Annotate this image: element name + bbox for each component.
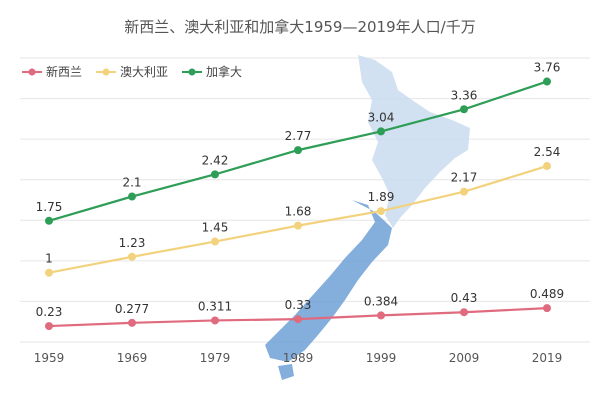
data-point bbox=[211, 170, 219, 179]
data-point bbox=[128, 252, 136, 261]
data-point bbox=[460, 187, 468, 196]
legend: 新西兰 澳大利亚 加拿大 bbox=[22, 64, 242, 79]
data-label: 1.23 bbox=[119, 236, 146, 250]
legend-label: 澳大利亚 bbox=[120, 65, 168, 79]
data-point bbox=[294, 315, 302, 324]
data-label: 0.43 bbox=[451, 291, 478, 305]
x-tick-label: 2019 bbox=[532, 351, 563, 365]
data-point bbox=[543, 77, 551, 86]
data-label: 0.489 bbox=[530, 287, 564, 301]
data-point bbox=[294, 221, 302, 230]
data-label: 2.1 bbox=[122, 176, 141, 190]
series: 1 1.23 1.45 1.68 1.89 2.17 2.54 bbox=[45, 145, 560, 277]
legend-item: 澳大利亚 bbox=[96, 65, 168, 79]
x-tick-label: 1969 bbox=[117, 351, 148, 365]
data-point bbox=[460, 308, 468, 317]
series-layer: 0.23 0.277 0.311 0.33 0.384 0.43 0.489 1 1.23 1.4… bbox=[36, 61, 564, 331]
data-label: 0.277 bbox=[115, 302, 149, 316]
data-label: 1.75 bbox=[36, 200, 63, 214]
south-island-shape bbox=[265, 200, 392, 362]
stewart-island-shape bbox=[278, 364, 294, 380]
x-tick-label: 1959 bbox=[34, 351, 65, 365]
data-point bbox=[128, 318, 136, 327]
x-tick-label: 1989 bbox=[283, 351, 314, 365]
data-label: 0.33 bbox=[285, 298, 312, 312]
data-label: 0.311 bbox=[198, 299, 232, 313]
data-label: 3.04 bbox=[368, 110, 395, 124]
x-tick-label: 1999 bbox=[366, 351, 397, 365]
legend-label: 加拿大 bbox=[206, 64, 242, 79]
data-point bbox=[377, 311, 385, 320]
legend-marker bbox=[102, 68, 110, 76]
data-label: 1.68 bbox=[285, 205, 312, 219]
data-label: 3.36 bbox=[451, 88, 478, 102]
data-point bbox=[377, 127, 385, 136]
x-axis-ticks: 1959 1969 1979 1989 1999 2009 2019 bbox=[34, 351, 563, 365]
data-label: 2.54 bbox=[534, 145, 561, 159]
data-point bbox=[211, 316, 219, 325]
legend-item: 加拿大 bbox=[182, 64, 242, 79]
data-point bbox=[45, 268, 53, 277]
data-point bbox=[45, 216, 53, 225]
data-label: 0.23 bbox=[36, 305, 63, 319]
data-label: 2.42 bbox=[202, 153, 229, 167]
data-point bbox=[45, 322, 53, 331]
data-label: 3.76 bbox=[534, 61, 561, 75]
legend-marker bbox=[188, 68, 196, 76]
data-point bbox=[377, 207, 385, 216]
x-tick-label: 2009 bbox=[449, 351, 480, 365]
series: 1.75 2.1 2.42 2.77 3.04 3.36 3.76 bbox=[36, 61, 561, 225]
data-label: 1.89 bbox=[368, 190, 395, 204]
data-label: 1.45 bbox=[202, 221, 229, 235]
north-island-shape bbox=[358, 55, 470, 228]
data-point bbox=[543, 304, 551, 313]
data-point bbox=[294, 146, 302, 155]
data-label: 2.17 bbox=[451, 171, 478, 185]
legend-marker bbox=[28, 68, 36, 76]
chart-title: 新西兰、澳大利亚和加拿大1959—2019年人口/千万 bbox=[124, 18, 475, 36]
series: 0.23 0.277 0.311 0.33 0.384 0.43 0.489 bbox=[36, 287, 564, 331]
data-label: 1 bbox=[45, 252, 53, 266]
x-tick-label: 1979 bbox=[200, 351, 231, 365]
data-label: 2.77 bbox=[285, 129, 312, 143]
data-point bbox=[128, 192, 136, 201]
legend-label: 新西兰 bbox=[46, 64, 82, 79]
legend-item: 新西兰 bbox=[22, 64, 82, 79]
data-point bbox=[460, 105, 468, 114]
data-label: 0.384 bbox=[364, 294, 398, 308]
data-point bbox=[543, 162, 551, 171]
data-point bbox=[211, 237, 219, 246]
